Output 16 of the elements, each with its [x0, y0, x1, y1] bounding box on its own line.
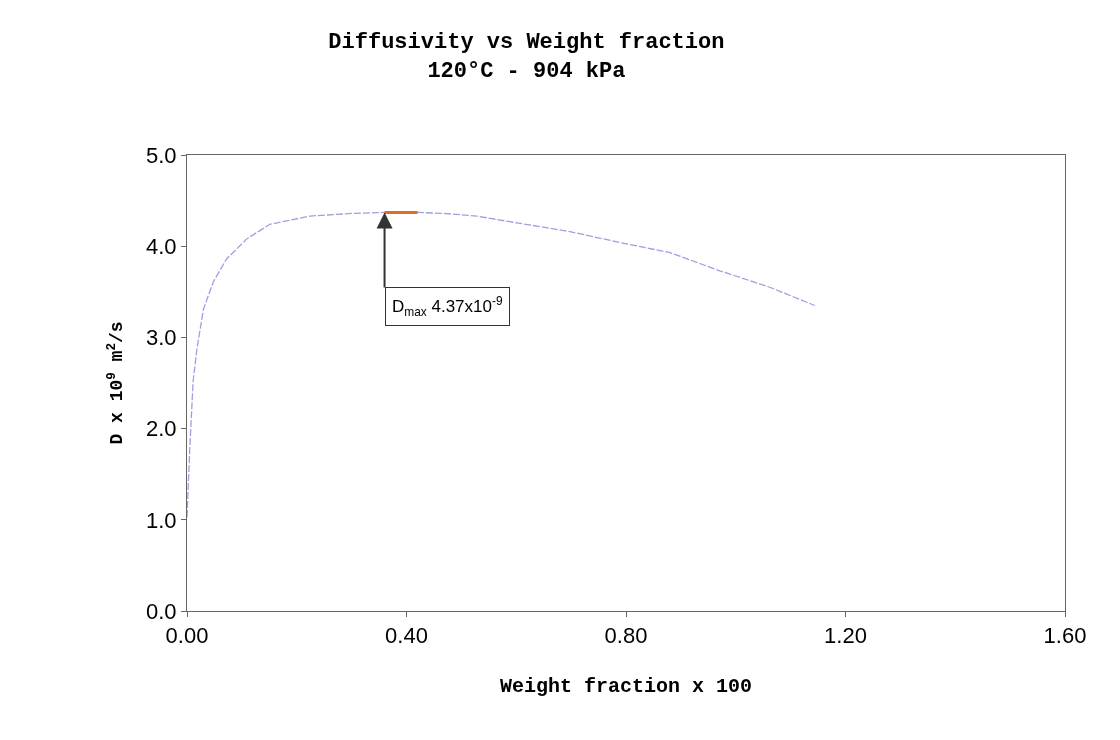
line-series: [187, 211, 816, 518]
x-tick-label: 0.40: [385, 623, 428, 649]
y-tick-label: 0.0: [146, 598, 177, 624]
y-tick-label: 1.0: [146, 507, 177, 533]
chart-subtitle: 120°C - 904 kPa: [427, 58, 626, 84]
x-tick-label: 0.80: [604, 623, 648, 649]
y-tick-label: 2.0: [146, 416, 177, 442]
x-axis-title: Weight fraction x 100: [499, 674, 753, 698]
y-tick-label: 5.0: [146, 142, 177, 168]
y-tick-label: 4.0: [146, 233, 177, 259]
x-tick-label: 1.60: [1043, 623, 1087, 649]
y-tick-label: 3.0: [146, 325, 177, 351]
x-tick-label: 1.20: [824, 623, 867, 649]
annotation: D$_{max}$ 4.37x10$^{-9}$: [392, 294, 503, 319]
chart-title: Diffusivity vs Weight fraction: [328, 30, 725, 56]
x-tick-label: 0.00: [165, 623, 209, 649]
